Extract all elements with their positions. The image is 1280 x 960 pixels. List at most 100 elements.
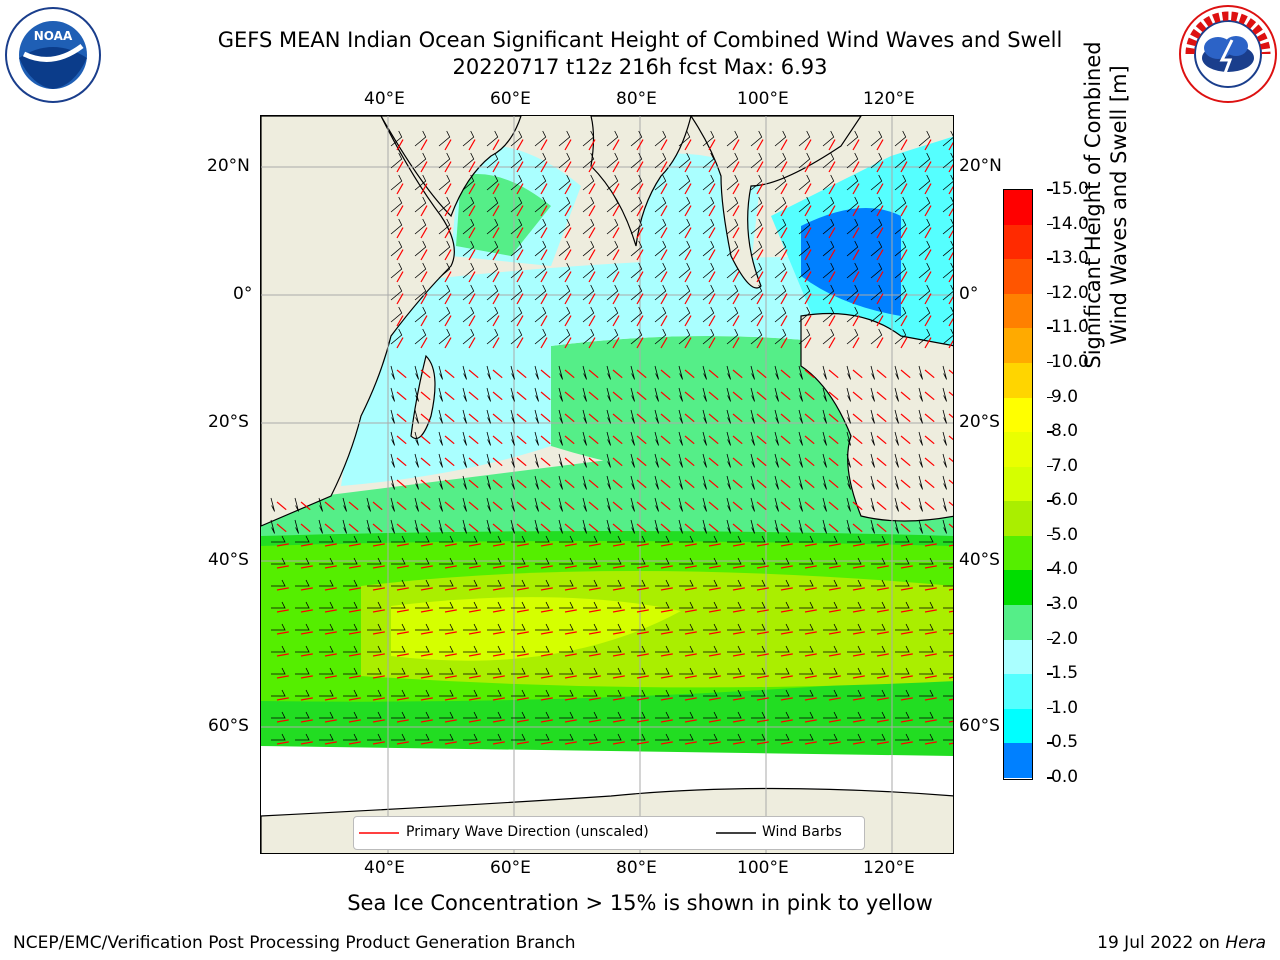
wave-direction-arrow <box>492 719 505 723</box>
wind-barb <box>894 240 907 257</box>
wind-barb <box>486 453 491 468</box>
wave-direction-arrow <box>396 369 407 379</box>
wind-barb <box>295 557 310 565</box>
wind-barb <box>463 557 478 565</box>
wind-barb <box>606 387 611 402</box>
wind-barb <box>295 689 310 697</box>
wave-direction-arrow <box>732 565 745 569</box>
wind-barb <box>319 711 334 719</box>
wind-barb <box>391 535 406 543</box>
wave-direction-arrow <box>948 676 953 679</box>
wind-barb <box>654 218 667 235</box>
wind-barb <box>487 557 502 565</box>
wave-direction-arrow <box>780 741 793 745</box>
wave-direction-arrow <box>276 631 289 635</box>
wave-direction-arrow <box>516 139 524 151</box>
wave-direction-arrow <box>348 741 361 745</box>
wave-direction-arrow <box>900 501 911 511</box>
wind-barb <box>606 262 619 279</box>
wave-direction-arrow <box>564 391 575 401</box>
wave-direction-arrow <box>732 631 745 635</box>
colorbar-tick-label: 2.0 <box>1046 628 1079 649</box>
wind-barb <box>822 453 827 468</box>
wind-barb <box>943 739 953 741</box>
wind-barb <box>462 497 467 512</box>
wave-direction-arrow <box>900 457 911 467</box>
wind-barb <box>319 733 334 741</box>
wave-direction-arrow <box>684 183 692 195</box>
wave-direction-arrow <box>828 479 839 489</box>
wind-barb <box>942 519 947 534</box>
wind-barb <box>847 645 862 653</box>
wind-barb <box>702 218 715 235</box>
wind-barb <box>799 601 814 609</box>
wave-direction-arrow <box>588 315 596 327</box>
wind-barb <box>919 601 934 609</box>
wave-direction-arrow <box>948 632 953 635</box>
wave-direction-arrow <box>420 161 428 173</box>
wave-direction-arrow <box>420 675 433 679</box>
wave-direction-arrow <box>660 391 671 401</box>
wave-direction-arrow <box>276 741 289 745</box>
wave-direction-arrow <box>612 139 620 151</box>
wind-barb <box>750 262 763 279</box>
wind-barb <box>607 711 622 719</box>
wave-direction-arrow <box>372 501 383 511</box>
wave-direction-arrow <box>684 315 692 327</box>
wind-barb <box>775 557 790 565</box>
wave-direction-arrow <box>444 609 457 613</box>
wind-barb <box>798 453 803 468</box>
wind-barb <box>823 579 838 587</box>
wind-barb <box>703 667 718 675</box>
wave-direction-arrow <box>948 251 953 261</box>
wave-direction-arrow <box>660 697 673 701</box>
wave-direction-arrow <box>396 249 404 261</box>
wave-direction-arrow <box>396 719 409 723</box>
wind-barb <box>391 601 406 609</box>
wave-direction-arrow <box>756 719 769 723</box>
wind-barb <box>559 557 574 565</box>
wind-barb <box>510 306 523 323</box>
wave-direction-arrow <box>756 227 764 239</box>
colorbar-segment <box>1004 397 1032 433</box>
wind-barb <box>871 579 886 587</box>
wave-direction-arrow <box>660 139 668 151</box>
wind-barb <box>510 519 515 534</box>
colorbar-tick-label: 12.0 <box>1047 282 1089 303</box>
wind-barb <box>870 130 883 147</box>
wave-direction-arrow <box>924 501 935 511</box>
wind-barb <box>510 130 523 147</box>
wind-barb <box>775 535 790 543</box>
colorbar-tick-label: 8.0 <box>1046 421 1079 442</box>
wave-direction-arrow <box>900 161 908 173</box>
wave-direction-arrow <box>900 675 913 679</box>
wind-barb <box>510 152 523 169</box>
colorbar <box>1003 189 1033 780</box>
wave-direction-arrow <box>348 609 361 613</box>
wind-barb <box>511 733 526 741</box>
wind-barb <box>486 409 491 424</box>
wind-barb <box>918 475 923 490</box>
wind-barb <box>534 196 547 213</box>
colorbar-tick-label: 9.0 <box>1046 386 1079 407</box>
colorbar-segment <box>1004 535 1032 571</box>
wind-barb <box>799 579 814 587</box>
wind-barb <box>582 328 595 345</box>
wind-barb <box>726 475 731 490</box>
wind-barb <box>462 431 467 446</box>
colorbar-segment <box>1004 639 1032 675</box>
wave-direction-arrow <box>708 161 716 173</box>
wind-barb <box>678 409 683 424</box>
wind-barb <box>559 535 574 543</box>
wind-barb <box>942 497 947 512</box>
wave-direction-arrow <box>780 653 793 657</box>
wind-barb <box>726 284 739 301</box>
wave-direction-arrow <box>876 227 884 239</box>
wind-barb <box>775 645 790 653</box>
wave-direction-arrow <box>660 653 673 657</box>
wave-direction-arrow <box>396 183 404 195</box>
wave-direction-arrow <box>420 653 433 657</box>
colorbar-segment <box>1004 674 1032 710</box>
wave-direction-arrow <box>780 161 788 173</box>
wind-barb <box>630 218 643 235</box>
